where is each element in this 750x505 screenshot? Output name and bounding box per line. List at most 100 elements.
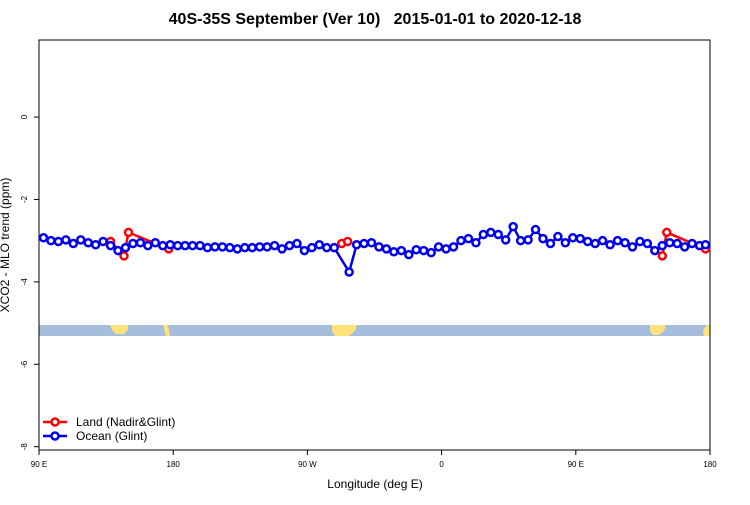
land-blob (110, 325, 128, 334)
point (620, 237, 630, 248)
x-axis-label: Longitude (deg E) (327, 477, 422, 491)
point (217, 242, 228, 252)
point (98, 236, 108, 247)
y-tick-label: -8 (20, 443, 29, 451)
point (119, 251, 129, 261)
point (150, 237, 161, 248)
point (240, 242, 250, 253)
point (351, 240, 362, 250)
map-strip (39, 325, 710, 336)
x-tick-label: 180 (703, 460, 717, 469)
point (374, 242, 384, 252)
point (389, 247, 399, 257)
point (123, 227, 134, 238)
point (68, 238, 79, 249)
point (105, 240, 116, 251)
point (195, 240, 205, 251)
x-tick-label: 90 W (298, 460, 317, 469)
point (605, 240, 615, 250)
land-blob (163, 325, 170, 336)
point (650, 245, 660, 256)
point (418, 245, 429, 256)
point (135, 237, 146, 248)
point (165, 240, 175, 250)
legend-marker (50, 431, 60, 441)
point (262, 242, 272, 252)
x-tick-label: 0 (439, 460, 444, 469)
point (38, 233, 49, 243)
point (232, 244, 243, 254)
point (342, 236, 353, 247)
point (322, 242, 332, 253)
point (366, 237, 377, 248)
point (329, 242, 339, 253)
point (411, 244, 422, 255)
point (61, 235, 71, 245)
x-tick-label: 90 E (568, 460, 584, 469)
point (284, 240, 295, 251)
point (83, 237, 93, 248)
point (597, 235, 608, 246)
point (299, 245, 310, 256)
point (344, 267, 354, 277)
point (463, 233, 474, 244)
point (433, 242, 444, 252)
point (441, 244, 451, 254)
ocean-strip (39, 325, 710, 336)
point (545, 238, 556, 249)
land-blob (650, 325, 666, 335)
point (456, 235, 466, 246)
y-axis-label: XCO2 - MLO trend (ppm) (0, 178, 12, 313)
point (210, 242, 220, 252)
point (172, 240, 183, 251)
point (568, 233, 578, 243)
point (180, 240, 190, 251)
point (515, 235, 526, 246)
point (590, 238, 600, 249)
point (202, 242, 213, 253)
point (530, 224, 541, 235)
point (575, 233, 586, 244)
point (314, 240, 325, 250)
y-tick-label: 0 (20, 114, 29, 119)
point (664, 237, 675, 248)
point (269, 240, 280, 251)
point (478, 229, 489, 240)
point (90, 240, 101, 250)
legend-marker (50, 417, 60, 427)
point (158, 240, 168, 251)
point (76, 235, 86, 245)
point (404, 249, 414, 260)
y-tick-label: -6 (20, 360, 29, 368)
point (53, 236, 64, 247)
point (381, 244, 392, 254)
point (471, 237, 481, 248)
point (657, 251, 668, 261)
legend-label: Ocean (Glint) (76, 429, 147, 443)
point (448, 242, 459, 252)
point (143, 240, 153, 251)
point (493, 229, 504, 240)
chart-title: 40S-35S September (Ver 10) 2015-01-01 to… (169, 11, 582, 28)
point (254, 242, 265, 252)
point (187, 240, 198, 251)
point (657, 240, 668, 251)
point (426, 247, 436, 258)
point (679, 242, 690, 252)
point (560, 237, 571, 248)
point (225, 242, 235, 253)
y-tick-label: -4 (20, 278, 29, 286)
y-tick-label: -2 (20, 195, 29, 203)
x-tick-label: 180 (167, 460, 181, 469)
point (128, 238, 138, 249)
point (486, 227, 496, 238)
point (500, 235, 511, 245)
point (635, 236, 645, 247)
point (662, 227, 672, 238)
point (612, 235, 623, 246)
point (553, 231, 563, 242)
point (46, 235, 56, 246)
point (687, 238, 697, 249)
legend-label: Land (Nadir&Glint) (76, 415, 175, 429)
